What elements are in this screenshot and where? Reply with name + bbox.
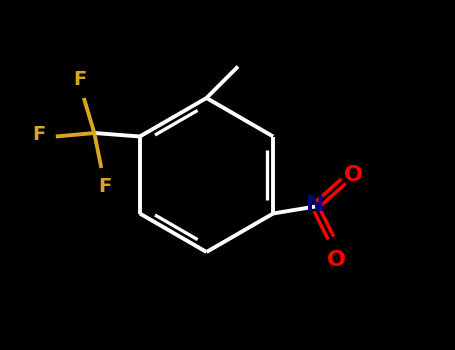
- Text: N: N: [306, 195, 324, 215]
- Text: F: F: [32, 125, 46, 144]
- Text: O: O: [327, 250, 346, 270]
- Text: F: F: [74, 70, 87, 89]
- Text: O: O: [344, 165, 363, 185]
- Text: F: F: [98, 177, 111, 196]
